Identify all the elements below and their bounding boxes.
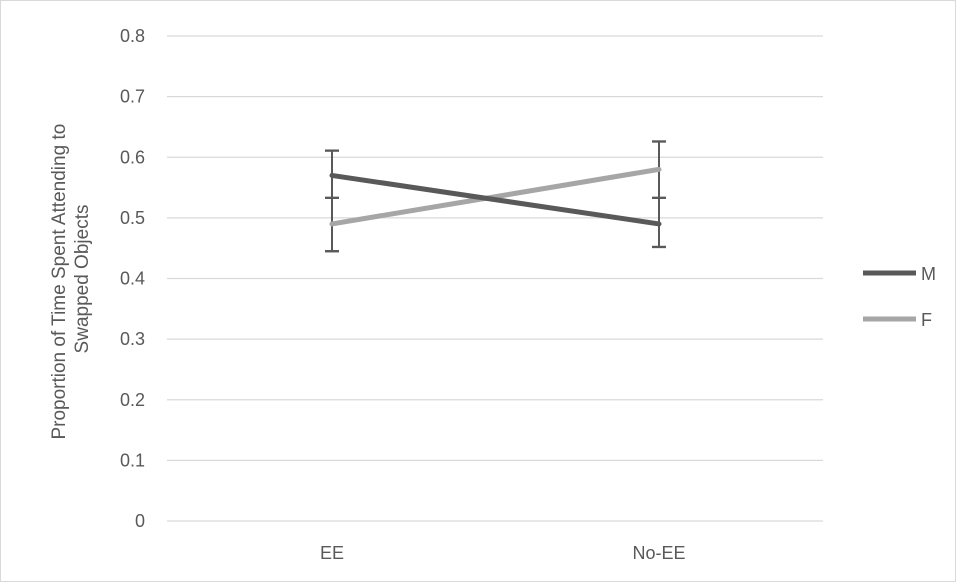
series-lines <box>329 166 662 227</box>
error-bars <box>325 140 666 253</box>
series-line-f <box>329 166 662 227</box>
y-tick-label: 0 <box>135 511 145 531</box>
y-tick-labels: 0 0.1 0.2 0.3 0.4 0.5 0.6 0.7 0.8 <box>120 26 145 531</box>
legend-label-f: F <box>921 310 932 330</box>
y-tick-label: 0.7 <box>120 87 145 107</box>
series-line-m <box>329 172 662 227</box>
y-axis-title-line-1: Proportion of Time Spent Attending to <box>49 124 70 440</box>
y-tick-label: 0.8 <box>120 26 145 46</box>
y-tick-label: 0.2 <box>120 390 145 410</box>
x-tick-labels: EE No-EE <box>320 543 686 563</box>
legend: MF <box>863 264 936 330</box>
y-tick-label: 0.6 <box>120 147 145 167</box>
y-tick-label: 0.3 <box>120 329 145 349</box>
y-axis-title-line-2: Swapped Objects <box>72 205 93 354</box>
x-tick-label: No-EE <box>632 543 685 563</box>
y-tick-label: 0.5 <box>120 208 145 228</box>
x-tick-label: EE <box>320 543 344 563</box>
y-tick-label: 0.1 <box>120 450 145 470</box>
y-tick-label: 0.4 <box>120 269 145 289</box>
y-axis-title: Proportion of Time Spent Attending to Sw… <box>49 118 93 439</box>
legend-label-m: M <box>921 264 936 284</box>
grid-layer <box>167 35 823 522</box>
